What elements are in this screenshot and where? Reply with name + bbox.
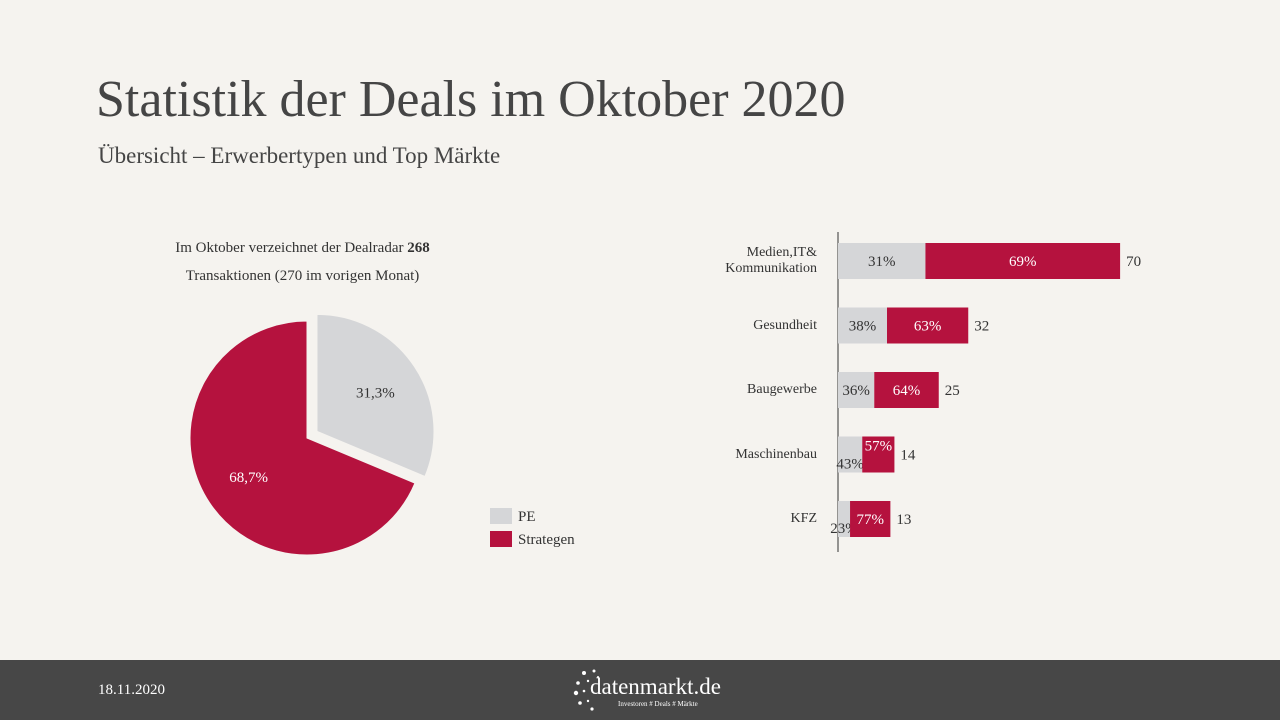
date: 18.11.2020 (98, 682, 165, 698)
legend-label: PE (518, 509, 536, 525)
legend-label: Strategen (518, 532, 575, 548)
total-label: 32 (974, 319, 989, 335)
title: Statistik der Deals im Oktober 2020 (96, 71, 846, 128)
bar-segment (874, 372, 939, 408)
slice-label: 31,3% (356, 385, 395, 401)
segment-label: 69% (1009, 254, 1037, 270)
segment-label: 36% (842, 383, 870, 399)
pie-slice (189, 320, 416, 556)
logo-dots (573, 669, 599, 711)
category-label: Baugewerbe (747, 382, 817, 397)
bar-segment (838, 501, 851, 537)
category-label: Maschinenbau (735, 446, 817, 462)
legend-swatch (490, 508, 512, 524)
pie-slice (316, 313, 435, 478)
slice-label: 68,7% (229, 470, 268, 486)
bar-segment (887, 307, 969, 344)
bar-segment (838, 243, 926, 279)
total-label: 70 (1126, 254, 1141, 270)
segment-label: 64% (893, 383, 921, 399)
footer: 18.11.2020 datenmarkt.de Investoren # De… (0, 660, 1280, 720)
bar-segment (838, 436, 863, 473)
bar-segment (925, 243, 1121, 279)
bar-segment (838, 307, 888, 344)
segment-label: 77% (856, 512, 884, 528)
category-label: Medien,IT& Kommunikation (725, 245, 817, 276)
segment-label: 43% (836, 457, 864, 473)
charts: 31,3% 68,7% PE Strategen 31% 69% 70 38% 63% 32 36%… (189, 232, 1141, 556)
total-label: 25 (945, 383, 960, 399)
logo: datenmarkt.de (590, 674, 721, 699)
bar-segment (850, 501, 891, 537)
segment-label: 31% (868, 254, 896, 270)
category-label: KFZ (790, 511, 817, 526)
category-label: Gesundheit (753, 317, 817, 333)
pie-note: Im Oktober verzeichnet der Dealradar 268 (140, 240, 465, 257)
bar-segment (838, 372, 875, 408)
note-number: 268 (407, 240, 430, 256)
total-label: 13 (896, 512, 911, 528)
total-label: 14 (900, 448, 916, 464)
segment-label: 38% (849, 319, 877, 335)
subtitle: Übersicht – Erwerbertypen und Top Märkte (98, 143, 501, 168)
legend-swatch (490, 531, 512, 547)
pie-note: Transaktionen (270 im vorigen Monat) (185, 268, 420, 284)
bar-segment (862, 436, 895, 473)
note-text: Im Oktober verzeichnet der Dealradar (175, 240, 404, 256)
tagline: Investoren # Deals # Märkte (618, 700, 698, 708)
segment-label: 57% (865, 439, 893, 455)
segment-label: 63% (914, 319, 942, 335)
